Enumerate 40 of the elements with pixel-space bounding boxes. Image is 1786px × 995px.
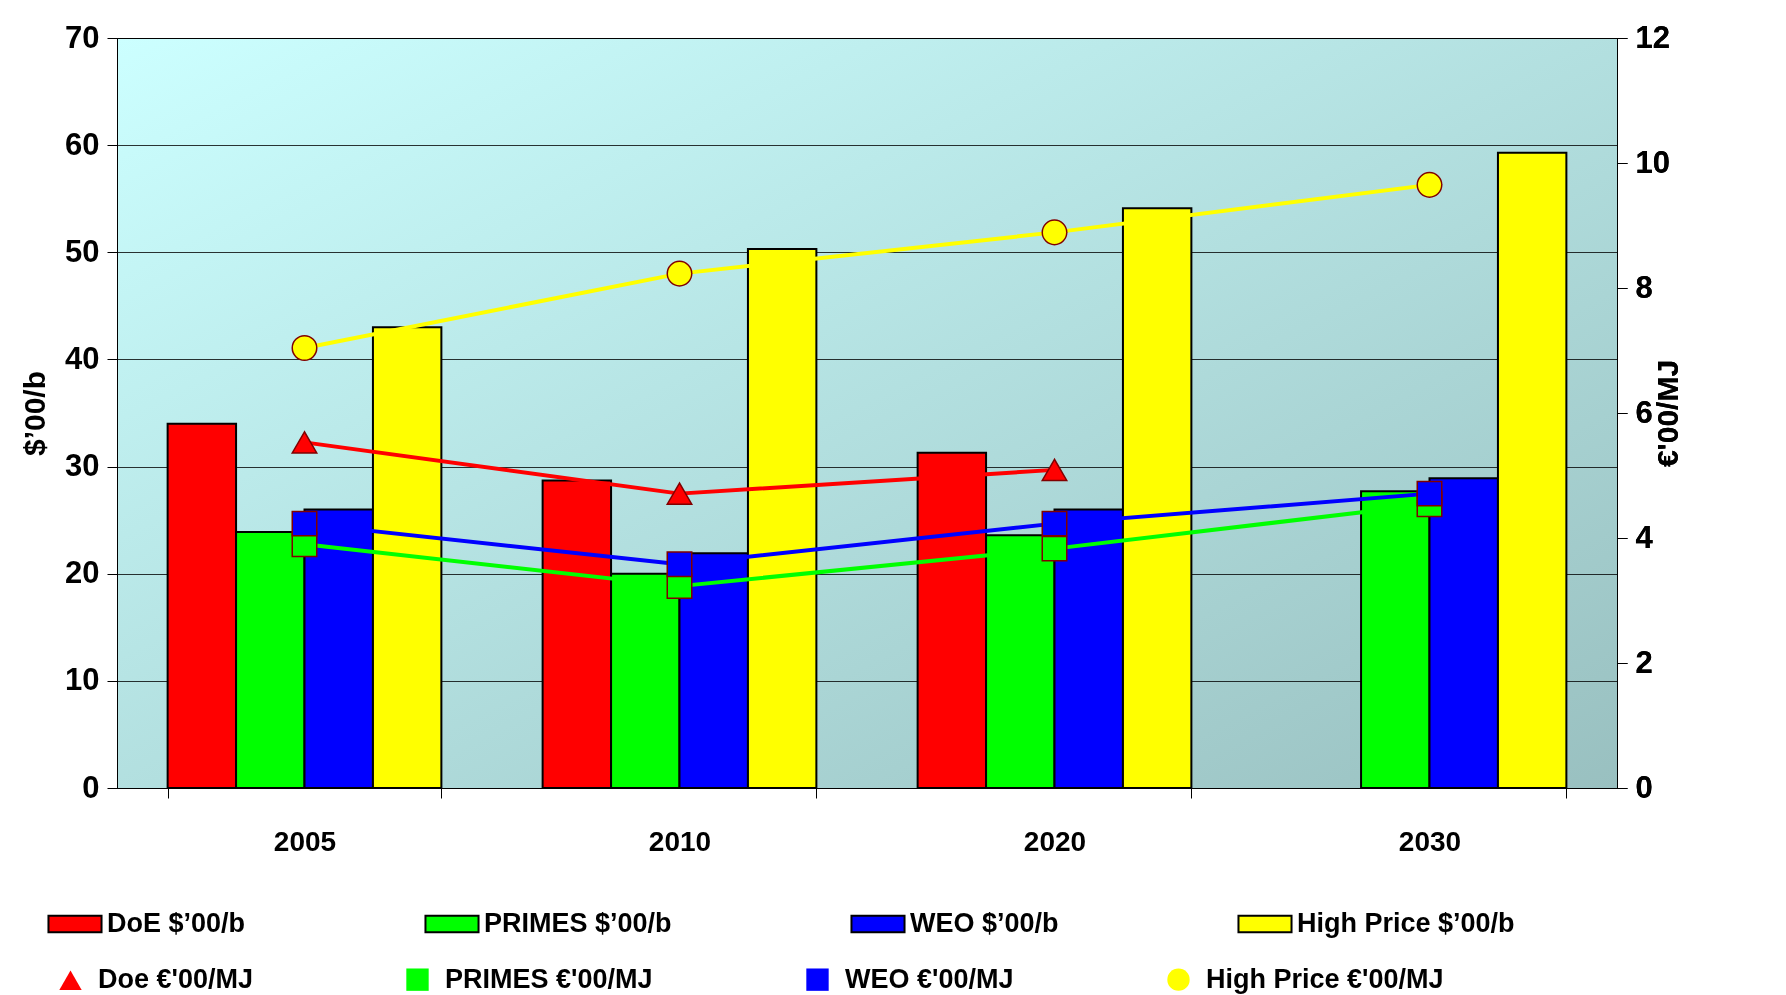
point	[1041, 219, 1068, 246]
y-tick-label: 40	[65, 340, 100, 376]
y2-tick-label: 0	[1635, 769, 1653, 805]
point	[666, 260, 693, 287]
y2-tick-label: 6	[1635, 394, 1653, 430]
legend-label: PRIMES €'00/MJ	[445, 963, 653, 994]
point	[291, 335, 318, 361]
y-tick-label: 30	[65, 448, 100, 484]
y2-tick-label: 2	[1635, 644, 1653, 680]
point	[1416, 480, 1443, 507]
y2-tick-label: 8	[1635, 269, 1653, 305]
y-tick-label: 60	[65, 126, 100, 162]
point	[1041, 458, 1068, 482]
legend-label: PRIMES $’00/b	[484, 908, 672, 938]
y-tick-label: 50	[65, 233, 100, 269]
point	[666, 551, 693, 578]
y-tick-label: 0	[82, 769, 100, 805]
point	[291, 431, 318, 454]
y-axis-title: $’00/b	[18, 370, 52, 457]
point	[666, 482, 693, 505]
legend-label: High Price €'00/MJ	[1206, 963, 1444, 994]
point	[1041, 535, 1068, 562]
point	[291, 510, 318, 537]
legend-label: Doe €'00/MJ	[98, 964, 253, 995]
legend-label: WEO €'00/MJ	[845, 963, 1014, 994]
x-tick-label: 2020	[1023, 825, 1087, 857]
y-tick-label: 20	[65, 555, 100, 591]
x-tick-label: 2030	[1398, 825, 1462, 857]
legend-label: High Price $’00/b	[1297, 908, 1515, 938]
legend-label: WEO $’00/b	[910, 908, 1059, 938]
point	[1041, 510, 1068, 537]
x-tick-label: 2005	[273, 825, 337, 857]
y-tick-label: 10	[65, 662, 100, 698]
legend-label: DoE $’00/b	[107, 908, 246, 938]
y-tick-label: 70	[65, 19, 100, 55]
point	[1416, 171, 1443, 198]
y2-tick-label: 4	[1635, 519, 1654, 555]
y2-tick-label: 10	[1635, 144, 1670, 180]
x-tick-label: 2010	[648, 825, 712, 857]
y2-tick-label: 12	[1635, 19, 1670, 55]
